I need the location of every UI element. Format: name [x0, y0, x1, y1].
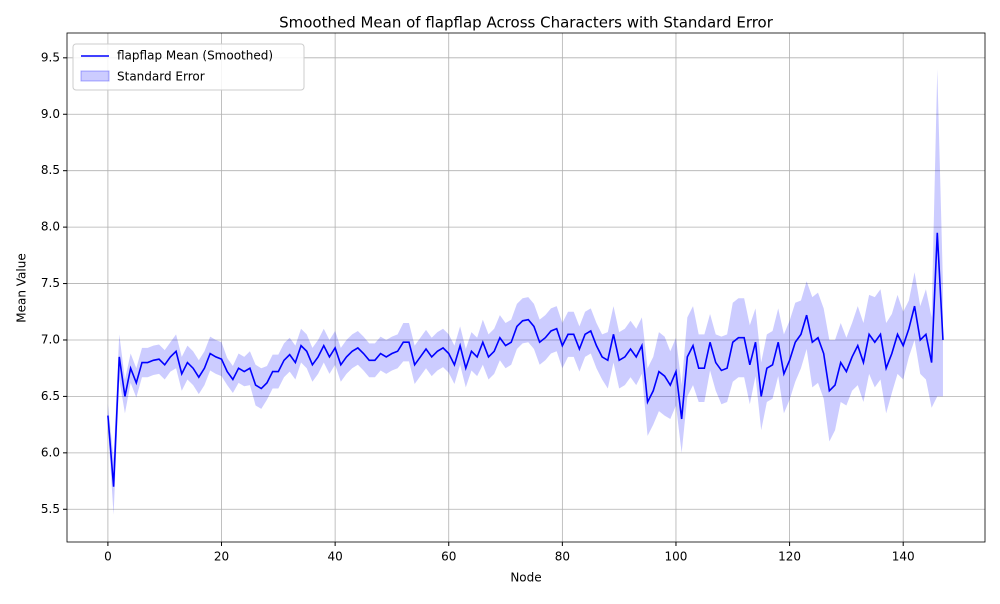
x-tick-label: 140	[892, 550, 915, 564]
x-axis-label: Node	[510, 571, 541, 585]
legend-label: Standard Error	[117, 70, 205, 84]
y-tick-label: 6.0	[41, 445, 60, 459]
y-tick-label: 6.5	[41, 389, 60, 403]
error-band	[107, 69, 943, 515]
x-tick-label: 120	[778, 550, 801, 564]
y-tick-label: 8.5	[41, 163, 60, 177]
y-tick-label: 5.5	[41, 502, 60, 516]
chart-title: Smoothed Mean of flapflap Across Charact…	[279, 14, 774, 32]
legend-box	[72, 43, 305, 91]
y-tick-label: 7.0	[41, 332, 60, 346]
y-tick-label: 7.5	[41, 276, 60, 290]
legend-swatch	[80, 70, 110, 82]
mean-line	[107, 232, 944, 487]
y-tick-label: 8.0	[41, 220, 60, 234]
x-tick-label: 40	[327, 550, 342, 564]
y-tick-label: 9.0	[41, 107, 60, 121]
x-tick-label: 0	[104, 550, 112, 564]
y-axis-label: Mean Value	[15, 253, 29, 322]
x-tick-label: 100	[665, 550, 688, 564]
legend-label: flapflap Mean (Smoothed)	[117, 49, 273, 63]
x-tick-label: 20	[214, 550, 229, 564]
y-tick-label: 9.5	[41, 50, 60, 64]
plot-frame	[66, 32, 986, 543]
x-tick-label: 60	[441, 550, 456, 564]
x-tick-label: 80	[555, 550, 570, 564]
